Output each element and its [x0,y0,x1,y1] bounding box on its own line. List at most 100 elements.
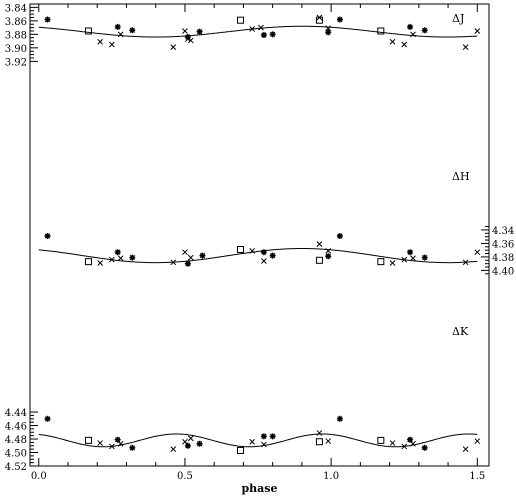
data-point-star [129,254,136,261]
data-point-cross [117,440,124,447]
data-point-cross [389,260,396,266]
y-tick-label-right: 4.34 [492,226,514,237]
band-label: ΔJ [452,12,464,25]
x-tick-label: 0.0 [31,471,47,482]
data-point-cross [474,28,481,34]
data-point-star [44,415,51,422]
data-point-cross [462,446,469,452]
data-point-cross [97,440,104,446]
data-point-square [236,246,244,254]
data-point-star [336,233,343,240]
data-point-star [260,32,267,39]
data-point-star [129,27,136,34]
data-point-cross [316,241,323,247]
y-tick-label-left: 4.44 [5,408,27,419]
fit-curves [38,25,478,448]
data-point-cross [109,443,115,450]
data-point-cross [401,41,408,48]
plot-border [29,3,490,467]
data-point-star [325,253,332,260]
data-point-cross [117,31,124,38]
data-point-cross [474,249,481,256]
data-point-cross [316,430,323,436]
band-label: ΔK [452,325,469,338]
data-point-cross [117,255,124,262]
y-tick-label-left: 3.90 [5,44,27,55]
data-point-cross [249,438,256,445]
data-point-star [184,34,191,41]
data-point-star [269,252,276,259]
data-point-square [377,436,385,444]
y-tick-label-left: 3.86 [5,17,27,28]
y-tick-label-left: 4.50 [5,449,27,460]
data-point-cross [462,259,469,266]
y-tick-label-left: 3.92 [5,57,27,68]
data-point-cross [389,38,396,45]
data-point-star [325,29,332,36]
y-tick-label-left: 3.84 [5,3,27,14]
data-point-star [196,28,203,35]
data-point-star [407,436,414,443]
data-point-star [336,16,343,23]
y-tick-label-left: 3.88 [5,30,27,41]
data-point-cross [109,41,115,48]
data-point-star [44,16,51,23]
x-axis-label: phase [241,482,277,495]
data-point-cross [462,44,469,51]
y-tick-label-left: 4.52 [5,462,27,473]
data-point-star [184,442,191,449]
text-labels: 0.0 0.5 1.0 1.5 phase 3.84 3.86 3.88 3.90 3.92 4.4… [5,3,515,495]
data-point-cross [170,446,177,452]
data-point-cross [261,441,267,448]
data-point-cross [187,254,194,261]
data-point-cross [325,438,332,444]
data-point-star [421,254,428,261]
data-point-cross [325,25,332,32]
x-tick-label: 0.5 [177,471,193,482]
data-point-cross [185,36,191,42]
data-point-cross [401,443,408,450]
data-point-square [315,438,323,446]
data-point-star [196,440,203,447]
plot-frame [29,3,490,467]
data-point-cross [410,440,416,447]
data-point-cross [187,435,194,442]
data-point-square [236,446,244,454]
data-point-star [421,27,428,34]
band-label: ΔH [452,170,470,183]
data-point-cross [389,440,396,446]
data-point-cross [97,38,104,45]
data-point-cross [182,438,188,445]
data-point-cross [474,438,481,444]
data-point-star [199,252,206,259]
data-point-cross [187,37,194,44]
data-point-cross [410,31,416,38]
data-point-star [336,415,343,422]
axis-ticks [30,3,489,467]
data-point-star [114,249,121,256]
y-tick-label-right: 4.38 [492,253,514,264]
data-point-star [407,249,414,256]
data-point-star [269,433,276,440]
data-point-star [407,23,414,30]
data-point-cross [325,247,332,254]
data-point-star [129,444,136,451]
data-point-cross [249,247,256,254]
y-tick-label-right: 4.40 [492,266,514,277]
fit-curve [38,25,478,38]
data-point-star [421,444,428,451]
data-point-cross [97,260,104,266]
data-point-star [260,433,267,440]
data-point-square [236,16,244,24]
data-point-star [114,23,121,30]
data-point-cross [258,24,264,31]
y-tick-label-right: 4.36 [492,239,514,250]
data-point-square [84,258,92,266]
data-point-star [184,260,191,267]
data-point-cross [249,26,256,32]
data-point-cross [170,259,177,266]
x-tick-label: 1.5 [469,471,485,482]
data-point-star [44,233,51,240]
data-point-star [114,436,121,443]
